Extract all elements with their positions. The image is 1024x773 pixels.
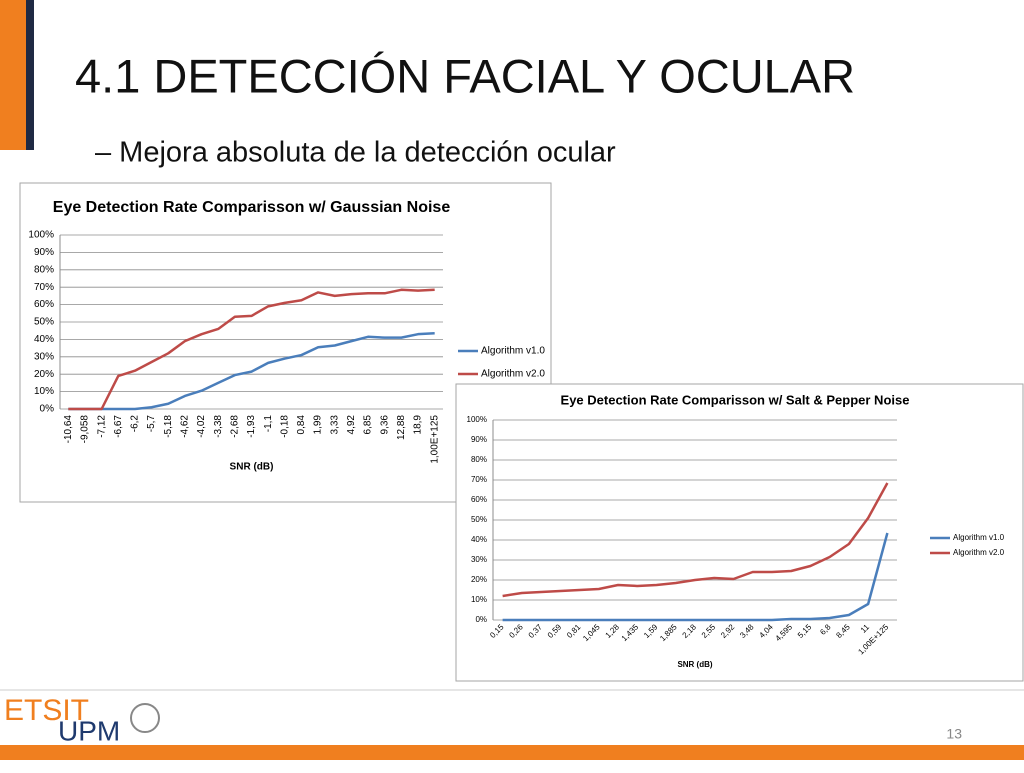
y-tick-label: 70% — [471, 475, 487, 484]
y-tick-label: 30% — [471, 555, 487, 564]
y-tick-label: 0% — [40, 404, 55, 415]
x-tick-label: -4,62 — [180, 415, 191, 438]
y-tick-label: 80% — [471, 455, 487, 464]
y-tick-label: 40% — [471, 535, 487, 544]
legend-label: Algorithm v1.0 — [953, 533, 1005, 542]
logo-text: ETSIT — [4, 694, 89, 727]
page-number: 13 — [946, 726, 962, 742]
x-tick-label: 18,9 — [413, 415, 424, 435]
logo-text: UPM — [58, 715, 120, 746]
x-tick-label: -2,68 — [229, 415, 240, 438]
y-tick-label: 10% — [34, 386, 54, 397]
x-tick-label: -1,93 — [246, 415, 257, 438]
chart: Eye Detection Rate Comparisson w/ Salt &… — [455, 383, 1024, 682]
series-line — [68, 332, 435, 411]
x-tick-label: -4,02 — [196, 415, 207, 438]
legend-label: Algorithm v2.0 — [481, 369, 545, 380]
slide-subtitle: – Mejora absoluta de la detección ocular — [95, 137, 616, 169]
x-tick-label: 1,99 — [313, 415, 324, 435]
series-line — [502, 532, 889, 622]
y-tick-label: 30% — [34, 351, 54, 362]
y-tick-label: 0% — [475, 615, 487, 624]
series-line — [502, 482, 889, 598]
y-tick-label: 100% — [467, 415, 487, 424]
x-tick-label: -0,18 — [279, 415, 290, 438]
y-tick-label: 80% — [34, 264, 54, 275]
x-tick-label: -1,1 — [263, 415, 274, 433]
x-axis-label: SNR (dB) — [230, 462, 274, 473]
y-tick-label: 90% — [471, 435, 487, 444]
y-tick-label: 10% — [471, 595, 487, 604]
x-tick-label: -6,67 — [113, 415, 124, 438]
logo-crest — [130, 703, 160, 733]
x-tick-label: 6,85 — [363, 415, 374, 435]
chart-frame — [455, 383, 1024, 682]
x-tick-label: 9,36 — [379, 415, 390, 435]
legend-label: Algorithm v1.0 — [481, 346, 545, 357]
x-axis-label: SNR (dB) — [677, 660, 712, 669]
x-tick-label: 3,33 — [329, 415, 340, 435]
y-tick-label: 60% — [471, 495, 487, 504]
x-tick-label: -5,18 — [163, 415, 174, 438]
accent-bar — [0, 0, 26, 150]
x-tick-label: 12,88 — [396, 415, 407, 440]
x-tick-label: 0,84 — [296, 415, 307, 435]
y-tick-label: 50% — [34, 317, 54, 328]
x-tick-label: 4,92 — [346, 415, 357, 435]
series-line — [68, 288, 435, 411]
x-tick-label: 1,00E+125 — [429, 415, 440, 464]
y-tick-label: 40% — [34, 334, 54, 345]
chart-title: Eye Detection Rate Comparisson w/ Salt &… — [561, 392, 910, 407]
charts: Eye Detection Rate Comparisson w/ Gaussi… — [19, 182, 1024, 682]
y-tick-label: 70% — [34, 282, 54, 293]
x-tick-label: -3,38 — [213, 415, 224, 438]
y-tick-label: 90% — [34, 247, 54, 258]
y-tick-label: 60% — [34, 299, 54, 310]
chart-title: Eye Detection Rate Comparisson w/ Gaussi… — [53, 199, 451, 216]
accent-bar-dark — [26, 0, 34, 150]
legend-label: Algorithm v2.0 — [953, 548, 1005, 557]
footer-bar — [0, 745, 1024, 760]
x-tick-label: -9,058 — [80, 415, 91, 444]
slide-title: 4.1 DETECCIÓN FACIAL Y OCULAR — [75, 49, 855, 102]
y-tick-label: 100% — [28, 230, 54, 241]
y-tick-label: 50% — [471, 515, 487, 524]
chart: Eye Detection Rate Comparisson w/ Gaussi… — [19, 182, 552, 503]
x-tick-label: -7,12 — [96, 415, 107, 438]
y-tick-label: 20% — [471, 575, 487, 584]
x-tick-label: -6,2 — [130, 415, 141, 433]
x-tick-label: -5,7 — [146, 415, 157, 433]
y-tick-label: 20% — [34, 369, 54, 380]
x-tick-label: -10,64 — [63, 415, 74, 444]
